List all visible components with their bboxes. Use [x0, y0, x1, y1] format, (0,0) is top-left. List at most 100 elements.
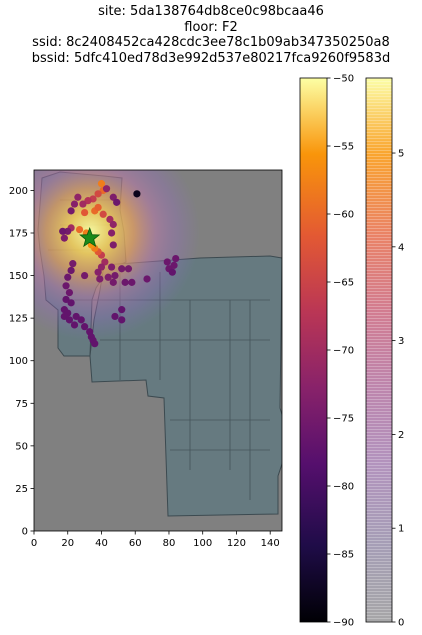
scatter-point	[163, 258, 171, 266]
plot-frame	[33, 169, 283, 532]
scatter-point	[97, 180, 106, 188]
scatter-point	[168, 268, 176, 276]
colorbar-tick-label: −80	[333, 482, 354, 493]
y-tick-label: 75	[15, 399, 28, 410]
title-site: site: 5da138764db8ce0c98bcaa46	[98, 4, 324, 19]
scatter-point	[62, 295, 70, 304]
scatter-point	[106, 215, 114, 223]
colorbar-rssi-ticks: −90 −85 −80 −75 −70 −65 −60 −55 −50	[327, 74, 354, 629]
scatter-point	[101, 258, 109, 266]
scatter-point	[81, 208, 89, 217]
scatter-point	[79, 200, 87, 208]
colorbar-count-frame	[365, 77, 393, 623]
colorbar-tick-label: −90	[333, 618, 354, 629]
scatter-point	[128, 278, 136, 286]
colorbar-tick-label: 1	[398, 524, 404, 535]
scatter-point	[65, 289, 74, 297]
scatter-point	[70, 321, 79, 329]
scatter-point	[172, 254, 180, 263]
scatter-point	[97, 263, 106, 271]
scatter-point	[60, 234, 68, 242]
scatter-point	[109, 220, 117, 229]
y-tick-label: 150	[9, 271, 28, 282]
scatter-point	[94, 268, 102, 276]
scatter-point	[118, 316, 126, 324]
colorbar-tick-label: 5	[398, 149, 404, 160]
x-tick-label: 120	[227, 538, 246, 549]
scatter-point	[59, 227, 67, 235]
x-tick-label: 140	[261, 538, 280, 549]
scatter-point	[67, 299, 75, 307]
estimated-position-star	[79, 226, 101, 248]
colorbar-tick-label: −60	[333, 210, 354, 221]
scatter-point	[118, 306, 126, 314]
scatter-point	[64, 227, 72, 235]
scatter-point	[96, 275, 104, 283]
scatter-point	[94, 203, 102, 212]
x-tick-label: 60	[129, 538, 142, 549]
scatter-point	[69, 260, 77, 268]
signal-heatmap	[34, 170, 200, 340]
colorbar-tick-label: −65	[333, 278, 354, 289]
scatter-point	[67, 207, 75, 215]
x-tick-label: 100	[193, 538, 212, 549]
colorbar-count-ticks: 0 1 2 3 4 5	[392, 149, 404, 629]
x-axis: 0 20 40 60 80 100 120 140	[31, 531, 280, 549]
colorbar-tick-label: −85	[333, 550, 354, 561]
scatter-point	[84, 197, 92, 205]
title-floor: floor: F2	[184, 19, 238, 35]
y-tick-label: 50	[15, 441, 28, 452]
colorbar-tick-label: 4	[398, 242, 404, 253]
x-tick-label: 20	[61, 538, 74, 549]
colorbar-tick-label: 2	[398, 430, 404, 441]
y-axis: 0 25 50 75 100 125 150 175 200	[9, 186, 34, 538]
scatter-point	[133, 190, 141, 198]
scatter-point	[99, 210, 107, 218]
x-tick-label: 80	[163, 538, 176, 549]
colorbar-tick-label: −75	[333, 414, 354, 425]
title-bssid: bssid: 5dfc410ed78d3e992d537e80217fca926…	[31, 50, 391, 66]
scatter-point	[67, 266, 75, 275]
y-tick-label: 0	[22, 527, 28, 538]
y-tick-label: 25	[15, 484, 28, 495]
scatter-point	[109, 193, 117, 201]
scatter-point	[81, 323, 89, 331]
x-tick-label: 40	[95, 538, 108, 549]
scatter-point	[70, 200, 79, 208]
scatter-point	[121, 278, 129, 286]
y-tick-label: 200	[9, 186, 28, 197]
scatter-point	[64, 273, 72, 281]
scatter-point	[60, 312, 68, 321]
scatter-point	[75, 225, 84, 234]
title-ssid: ssid: 8c2408452ca428cdc3ee78c1b09ab34735…	[32, 35, 390, 50]
scatter-point	[81, 271, 89, 280]
scatter-point	[118, 265, 126, 273]
chart-title: site: 5da138764db8ce0c98bcaa46 floor: F2…	[0, 4, 422, 66]
scatter-point	[72, 312, 80, 321]
x-tick-label: 0	[31, 538, 37, 549]
y-tick-label: 125	[9, 314, 28, 325]
colorbar-tick-label: −50	[333, 74, 354, 85]
scatter-point	[74, 193, 82, 201]
colorbar-rssi	[299, 77, 328, 623]
colorbar-tick-label: −55	[333, 142, 354, 153]
scatter-point	[113, 198, 121, 206]
scatter-point	[77, 316, 85, 324]
scatter-point	[108, 229, 116, 237]
scatter-point	[104, 273, 112, 281]
scatter-point	[109, 278, 117, 286]
scatter-point	[111, 271, 119, 280]
scatter-point	[94, 190, 102, 198]
y-tick-label: 175	[9, 229, 28, 240]
scatter-point	[62, 282, 70, 290]
scatter-point	[143, 275, 151, 283]
colorbar-count-stripes	[366, 78, 392, 622]
scatter-point	[91, 340, 99, 348]
scatter-point	[111, 312, 119, 321]
colorbar-tick-label: 0	[398, 618, 404, 629]
scatter-point	[102, 185, 111, 193]
scatter-point	[170, 261, 178, 269]
scatter-point	[109, 241, 117, 249]
scatter-point	[65, 316, 74, 324]
